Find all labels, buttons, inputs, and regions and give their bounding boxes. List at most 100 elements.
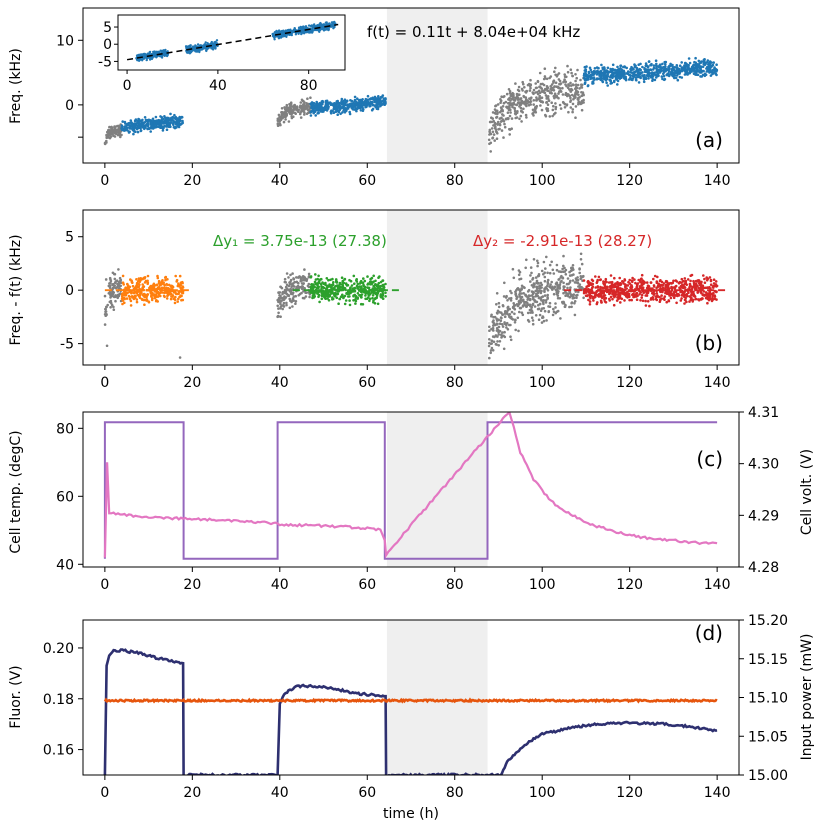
point-gray (571, 74, 574, 78)
point-colored (122, 289, 126, 293)
point-colored (169, 297, 173, 301)
point-blue (631, 78, 634, 82)
point-gray (577, 93, 580, 97)
point-blue (163, 115, 166, 118)
point-gray (552, 307, 555, 311)
point-gray (535, 98, 538, 102)
point-blue (647, 72, 651, 76)
point-gray (551, 108, 555, 112)
point-gray (494, 104, 498, 107)
inset-point (204, 41, 207, 44)
point-gray (289, 292, 293, 296)
point-gray (276, 304, 280, 308)
point-gray (543, 309, 547, 313)
point-gray (574, 79, 577, 83)
point-gray (538, 91, 542, 94)
point-gray (543, 91, 547, 95)
point-gray (537, 273, 541, 276)
point-gray (289, 299, 292, 303)
point-gray (113, 129, 116, 132)
point-blue (153, 124, 156, 127)
point-blue (701, 73, 705, 77)
point-blue (166, 120, 169, 123)
point-gray (546, 280, 549, 284)
point-gray (521, 80, 524, 84)
point-blue (653, 78, 657, 82)
point-colored (682, 284, 685, 288)
point-gray (535, 292, 538, 296)
point-gray (545, 87, 549, 90)
point-gray (538, 85, 541, 88)
point-gray (524, 96, 528, 99)
point-gray (519, 114, 523, 118)
point-colored (309, 275, 313, 278)
point-gray (563, 270, 567, 273)
point-colored (153, 296, 157, 300)
point-blue (127, 122, 130, 125)
point-colored (355, 284, 359, 288)
point-gray (303, 286, 306, 290)
point-colored (337, 302, 340, 306)
point-gray (490, 339, 494, 343)
point-gray (281, 291, 285, 294)
point-gray (562, 291, 565, 295)
point-gray (516, 88, 520, 92)
point-blue (657, 65, 661, 69)
point-gray (492, 319, 495, 322)
point-colored (325, 277, 329, 280)
point-gray (496, 103, 500, 106)
point-colored (381, 279, 385, 282)
point-colored (320, 277, 323, 281)
point-blue (343, 98, 347, 101)
point-colored (162, 282, 165, 286)
point-colored (123, 301, 126, 305)
point-gray (297, 275, 301, 279)
point-gray (582, 296, 585, 300)
inset-point (201, 47, 204, 51)
point-blue (662, 74, 666, 78)
point-gray (508, 92, 512, 95)
point-blue (149, 123, 153, 126)
point-colored (352, 294, 355, 297)
point-gray (290, 288, 294, 292)
point-gray (506, 299, 509, 302)
point-gray (525, 116, 528, 119)
point-colored (309, 290, 312, 294)
point-colored (672, 296, 676, 300)
point-gray (574, 73, 577, 76)
point-gray (576, 68, 579, 72)
point-blue (620, 68, 623, 71)
point-colored (379, 280, 383, 284)
point-blue (342, 109, 345, 112)
point-gray (109, 278, 112, 281)
point-gray (490, 315, 493, 318)
point-gray (502, 101, 506, 105)
point-blue (590, 76, 593, 80)
point-gray (538, 287, 541, 290)
point-gray (119, 135, 122, 139)
point-blue (693, 70, 696, 73)
point-colored (156, 290, 160, 294)
point-colored (653, 292, 656, 296)
point-gray (509, 338, 513, 342)
point-gray (488, 142, 491, 146)
point-gray (537, 318, 541, 322)
point-colored (151, 284, 155, 287)
point-gray (578, 283, 582, 286)
point-colored (161, 291, 164, 294)
point-blue (634, 73, 638, 77)
point-blue (375, 107, 379, 110)
point-colored (332, 281, 335, 284)
point-colored (656, 275, 659, 279)
point-gray (538, 96, 541, 99)
point-colored (645, 281, 649, 284)
point-gray (529, 297, 532, 301)
point-gray (531, 108, 535, 112)
point-colored (711, 295, 714, 299)
point-blue (169, 125, 172, 129)
point-colored (123, 291, 126, 295)
point-blue (681, 66, 685, 69)
point-colored (320, 297, 324, 301)
point-gray (558, 82, 561, 86)
point-blue (676, 78, 680, 82)
